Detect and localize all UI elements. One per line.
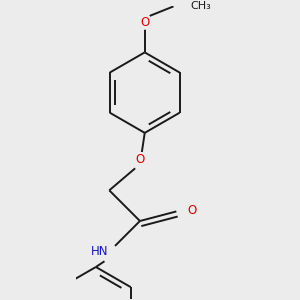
Text: CH₃: CH₃	[191, 2, 212, 11]
Text: O: O	[140, 16, 149, 29]
Text: O: O	[188, 204, 197, 217]
Text: O: O	[135, 153, 145, 166]
Text: HN: HN	[91, 245, 108, 258]
